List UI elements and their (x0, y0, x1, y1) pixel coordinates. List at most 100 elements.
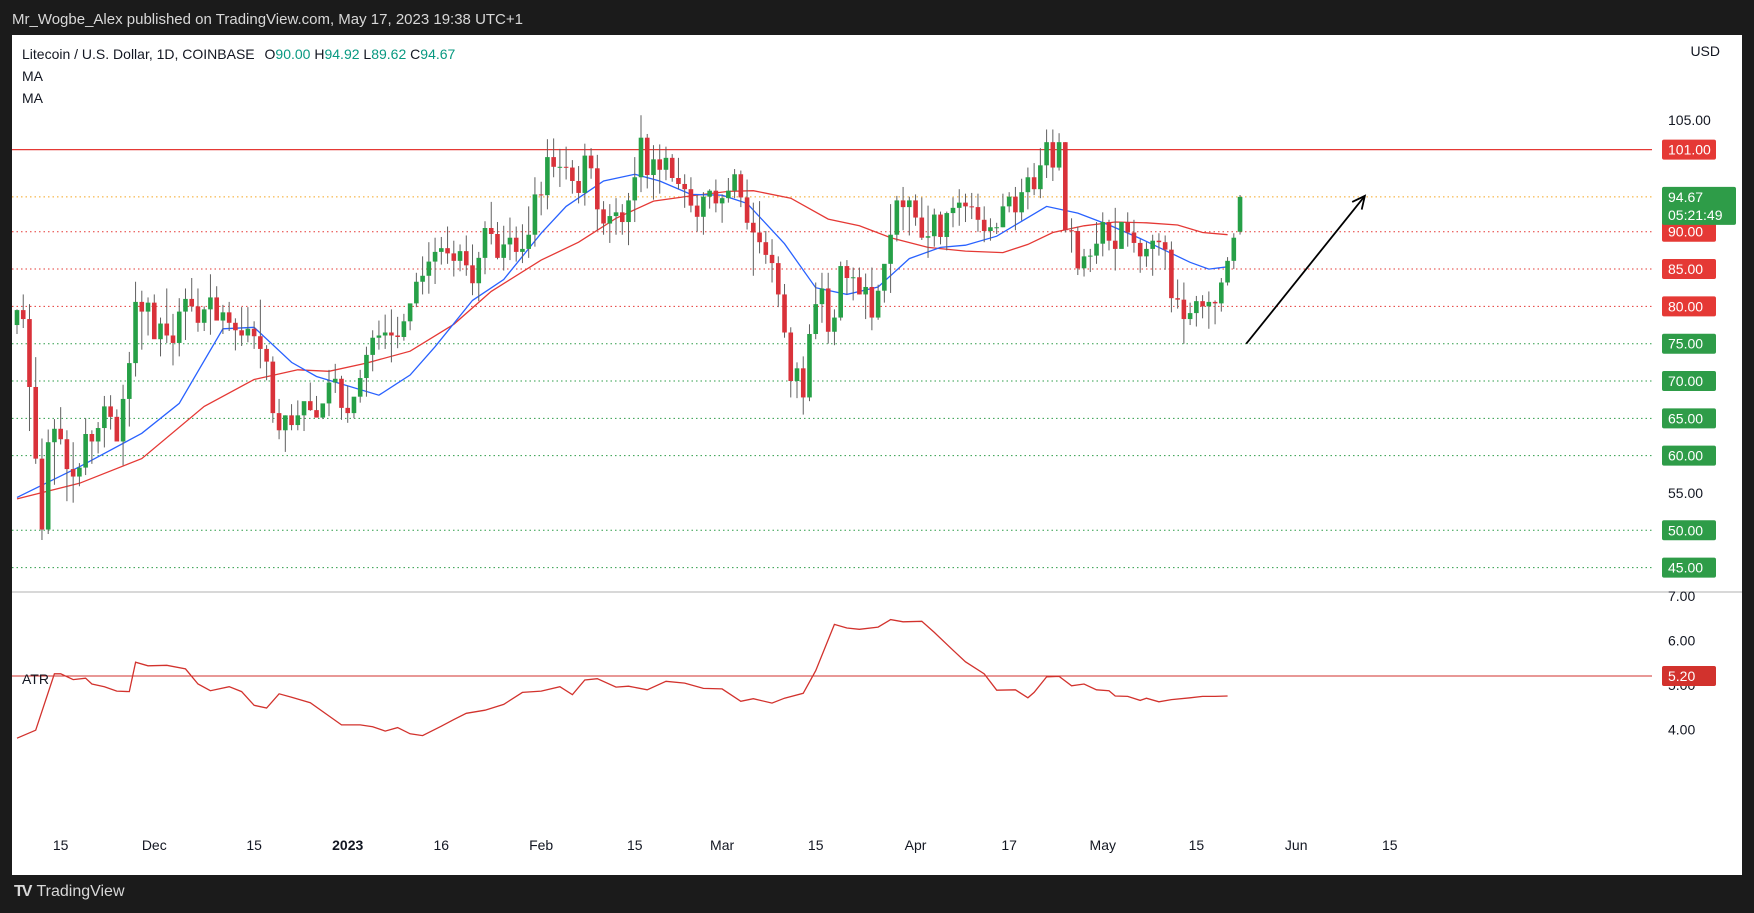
candle-body (245, 328, 251, 336)
level-tag: 65.00 (1668, 410, 1703, 426)
candle-body (270, 361, 276, 414)
candle (950, 197, 956, 228)
candle-body (276, 413, 282, 431)
candle (1137, 239, 1143, 273)
candle-body (931, 214, 937, 237)
candle-body (1212, 301, 1218, 304)
candle (488, 201, 494, 245)
candle-body (495, 233, 500, 258)
candle-body (133, 301, 138, 364)
candle (775, 256, 781, 308)
candle (420, 256, 425, 295)
candle-body (1069, 230, 1074, 232)
time-tick-label: 16 (434, 837, 450, 853)
candle-body (751, 222, 756, 233)
ma-slow-line (16, 190, 1228, 500)
candle-body (233, 322, 238, 331)
open-label: O (264, 46, 276, 62)
indicator-ma-slow[interactable]: MA (22, 90, 43, 106)
candle-body (557, 166, 563, 168)
candle (89, 430, 95, 464)
candle-body (919, 217, 925, 238)
candle (1194, 295, 1199, 327)
candle-body (1144, 248, 1149, 257)
trend-arrow[interactable] (1245, 194, 1367, 345)
low-value: 89.62 (371, 46, 407, 62)
candle-body (89, 434, 95, 442)
candle (1019, 178, 1024, 221)
candle (701, 192, 706, 235)
candle (183, 288, 188, 340)
candle-body (1150, 240, 1155, 249)
candle (938, 211, 943, 245)
candle-body (488, 228, 494, 234)
candle-body (601, 209, 606, 224)
time-tick-label: 15 (246, 837, 262, 853)
candle (1063, 142, 1068, 233)
symbol-title[interactable]: Litecoin / U.S. Dollar, 1D, COINBASE (22, 46, 255, 62)
candle (800, 356, 806, 415)
candle-body (20, 310, 26, 320)
candle (314, 395, 319, 418)
candle (108, 395, 113, 430)
candle-body (1087, 255, 1093, 257)
legend-symbol-row: Litecoin / U.S. Dollar, 1D, COINBASE O90… (22, 43, 455, 65)
candle (208, 274, 213, 335)
candle (726, 178, 731, 203)
candle-body (582, 155, 588, 193)
level-tag-bg (1662, 333, 1716, 354)
candle (389, 309, 394, 363)
candle-body (1237, 196, 1243, 232)
candle-body (445, 248, 450, 254)
candle (158, 317, 163, 357)
candle-body (463, 251, 469, 266)
candle-body (1031, 177, 1037, 190)
currency-label[interactable]: USD (1690, 43, 1720, 59)
candle-body (838, 266, 843, 318)
candle (507, 217, 513, 261)
candle-body (357, 378, 363, 397)
time-axis[interactable]: 15 Dec 15 2023 16 Feb 15 Mar 15 Apr 17 May 15 Jun 15 (53, 837, 1398, 853)
candle (863, 273, 868, 320)
candle (1013, 186, 1018, 231)
candle (170, 313, 176, 366)
candle (838, 261, 843, 321)
candle-body (39, 458, 45, 530)
candle (1119, 222, 1124, 249)
candle (900, 186, 906, 231)
candle (1187, 302, 1193, 326)
level-tag-bg (1662, 221, 1716, 242)
candle-body (33, 386, 39, 459)
candle-body (975, 207, 981, 220)
candle-body (283, 415, 288, 431)
candle (1044, 129, 1049, 178)
candle (688, 177, 694, 213)
atr-indicator-label[interactable]: ATR (22, 671, 49, 687)
level-tag: 75.00 (1668, 336, 1703, 352)
candle-body (370, 337, 375, 355)
candle (763, 230, 769, 264)
candle-body (395, 335, 400, 337)
candle-body (825, 288, 831, 332)
candle (588, 148, 594, 179)
level-tag: 101.00 (1668, 142, 1711, 158)
candle-body (220, 312, 226, 321)
candle-body (844, 266, 850, 279)
candle-body (83, 434, 88, 468)
candle-body (638, 137, 644, 178)
candle (133, 281, 138, 377)
candle-body (994, 227, 999, 229)
atr-tick-label: 6.00 (1668, 632, 1695, 648)
candle (819, 272, 825, 323)
footer-brand[interactable]: TV TradingView (14, 880, 125, 904)
candle-body (769, 254, 775, 264)
candle-body (1006, 196, 1012, 207)
candle-body (663, 157, 669, 170)
time-tick-label: 15 (627, 837, 643, 853)
candle (744, 179, 750, 230)
indicator-ma-fast[interactable]: MA (22, 68, 43, 84)
candle (145, 297, 151, 336)
